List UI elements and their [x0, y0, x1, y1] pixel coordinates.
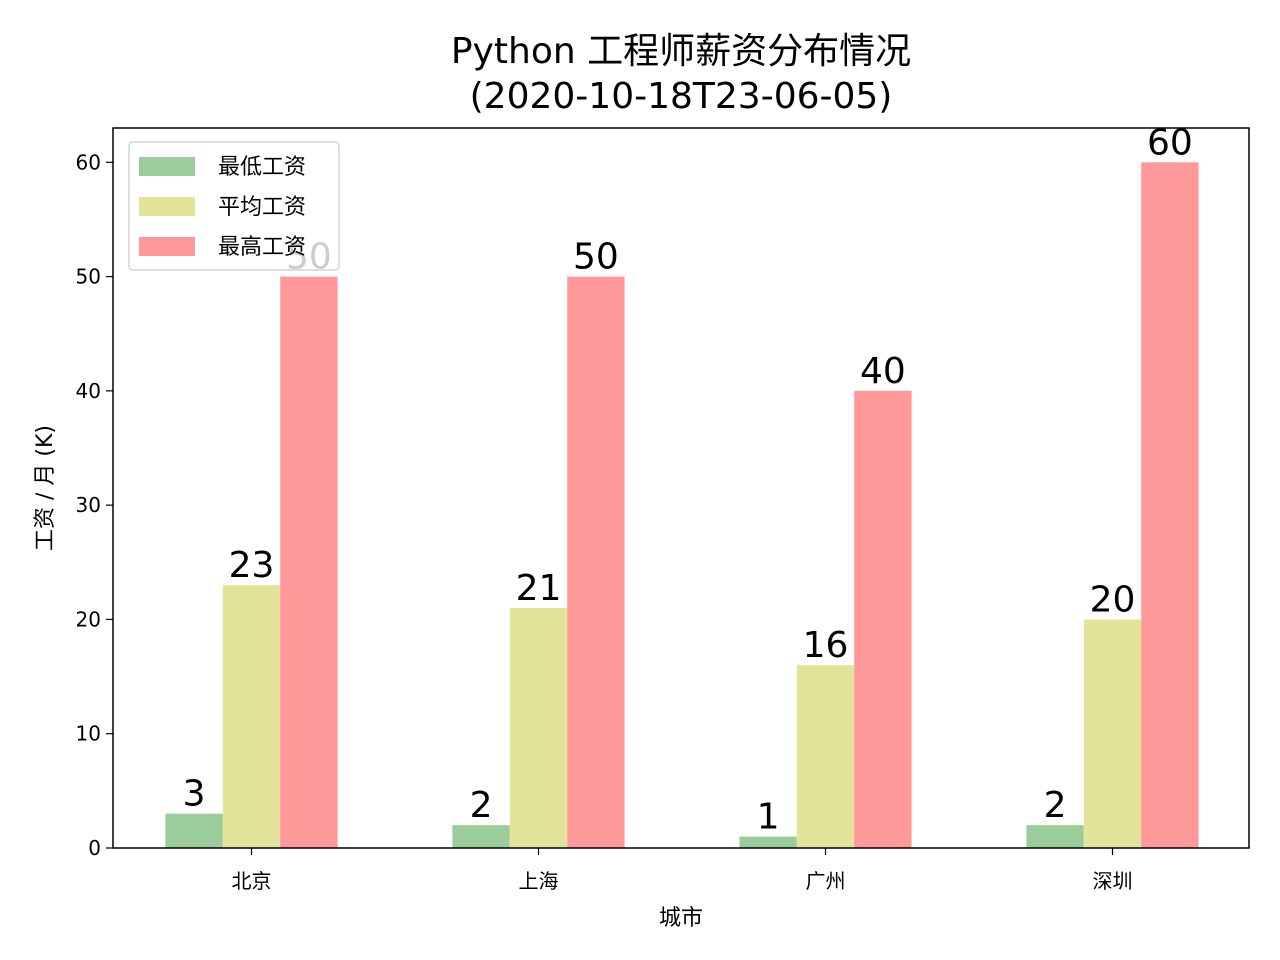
bar-1-1: [165, 813, 223, 848]
bar-3-4: [1141, 162, 1199, 849]
y-tick-label: 40: [76, 379, 101, 403]
x-axis: 北京 上海 广州 深圳: [232, 848, 1133, 893]
x-axis-label: 城市: [659, 906, 703, 931]
y-tick-label: 30: [76, 493, 101, 517]
bar-value-label: 2: [1044, 785, 1067, 826]
bar-2-4: [1083, 619, 1142, 848]
chart-title: Python 工程师薪资分布情况: [451, 31, 911, 72]
bar-value-label: 60: [1147, 122, 1193, 163]
y-axis-label: 工资 / 月 (K): [33, 425, 58, 551]
y-tick-label: 0: [88, 836, 101, 860]
bar-3-3: [854, 390, 912, 848]
bar-1-2: [452, 825, 510, 848]
bar-value-label: 2: [470, 785, 493, 826]
x-tick-label: 上海: [519, 869, 559, 893]
legend-swatch: [139, 237, 195, 256]
y-tick-label: 20: [76, 607, 101, 631]
legend-entry-label: 最低工资: [218, 155, 306, 180]
bar-value-label: 50: [573, 237, 619, 278]
plot-frame: [112, 127, 1250, 849]
bar-1-4: [1026, 825, 1084, 848]
x-tick-label: 深圳: [1093, 869, 1133, 893]
y-tick-label: 50: [76, 265, 101, 289]
bar-value-label: 40: [860, 351, 906, 392]
legend-entry-label: 平均工资: [218, 195, 306, 220]
y-tick-label: 10: [76, 722, 101, 746]
legend-swatch: [139, 197, 195, 216]
bar-value-label: 16: [803, 625, 849, 666]
x-tick-label: 北京: [232, 869, 272, 893]
bar-2-3: [796, 665, 855, 848]
bar-3-1: [280, 276, 338, 849]
bar-2-2: [509, 608, 568, 848]
bars-layer: [165, 162, 1199, 849]
bar-2-1: [222, 585, 281, 848]
bar-value-label: 20: [1090, 579, 1136, 620]
y-tick-label: 60: [76, 150, 101, 174]
legend-entry-label: 最高工资: [218, 235, 306, 260]
bar-1-3: [739, 836, 797, 848]
bar-value-label: 23: [229, 545, 275, 586]
bar-value-label: 1: [757, 797, 780, 838]
bar-value-label: 3: [183, 774, 206, 815]
bar-3-2: [567, 276, 625, 849]
x-tick-label: 广州: [806, 869, 846, 893]
bar-value-label: 21: [516, 568, 562, 609]
y-axis: 0 10 20 30 40 50 60: [76, 150, 113, 860]
chart-subtitle: (2020-10-18T23-06-05): [470, 76, 893, 117]
legend-swatch: [139, 157, 195, 176]
